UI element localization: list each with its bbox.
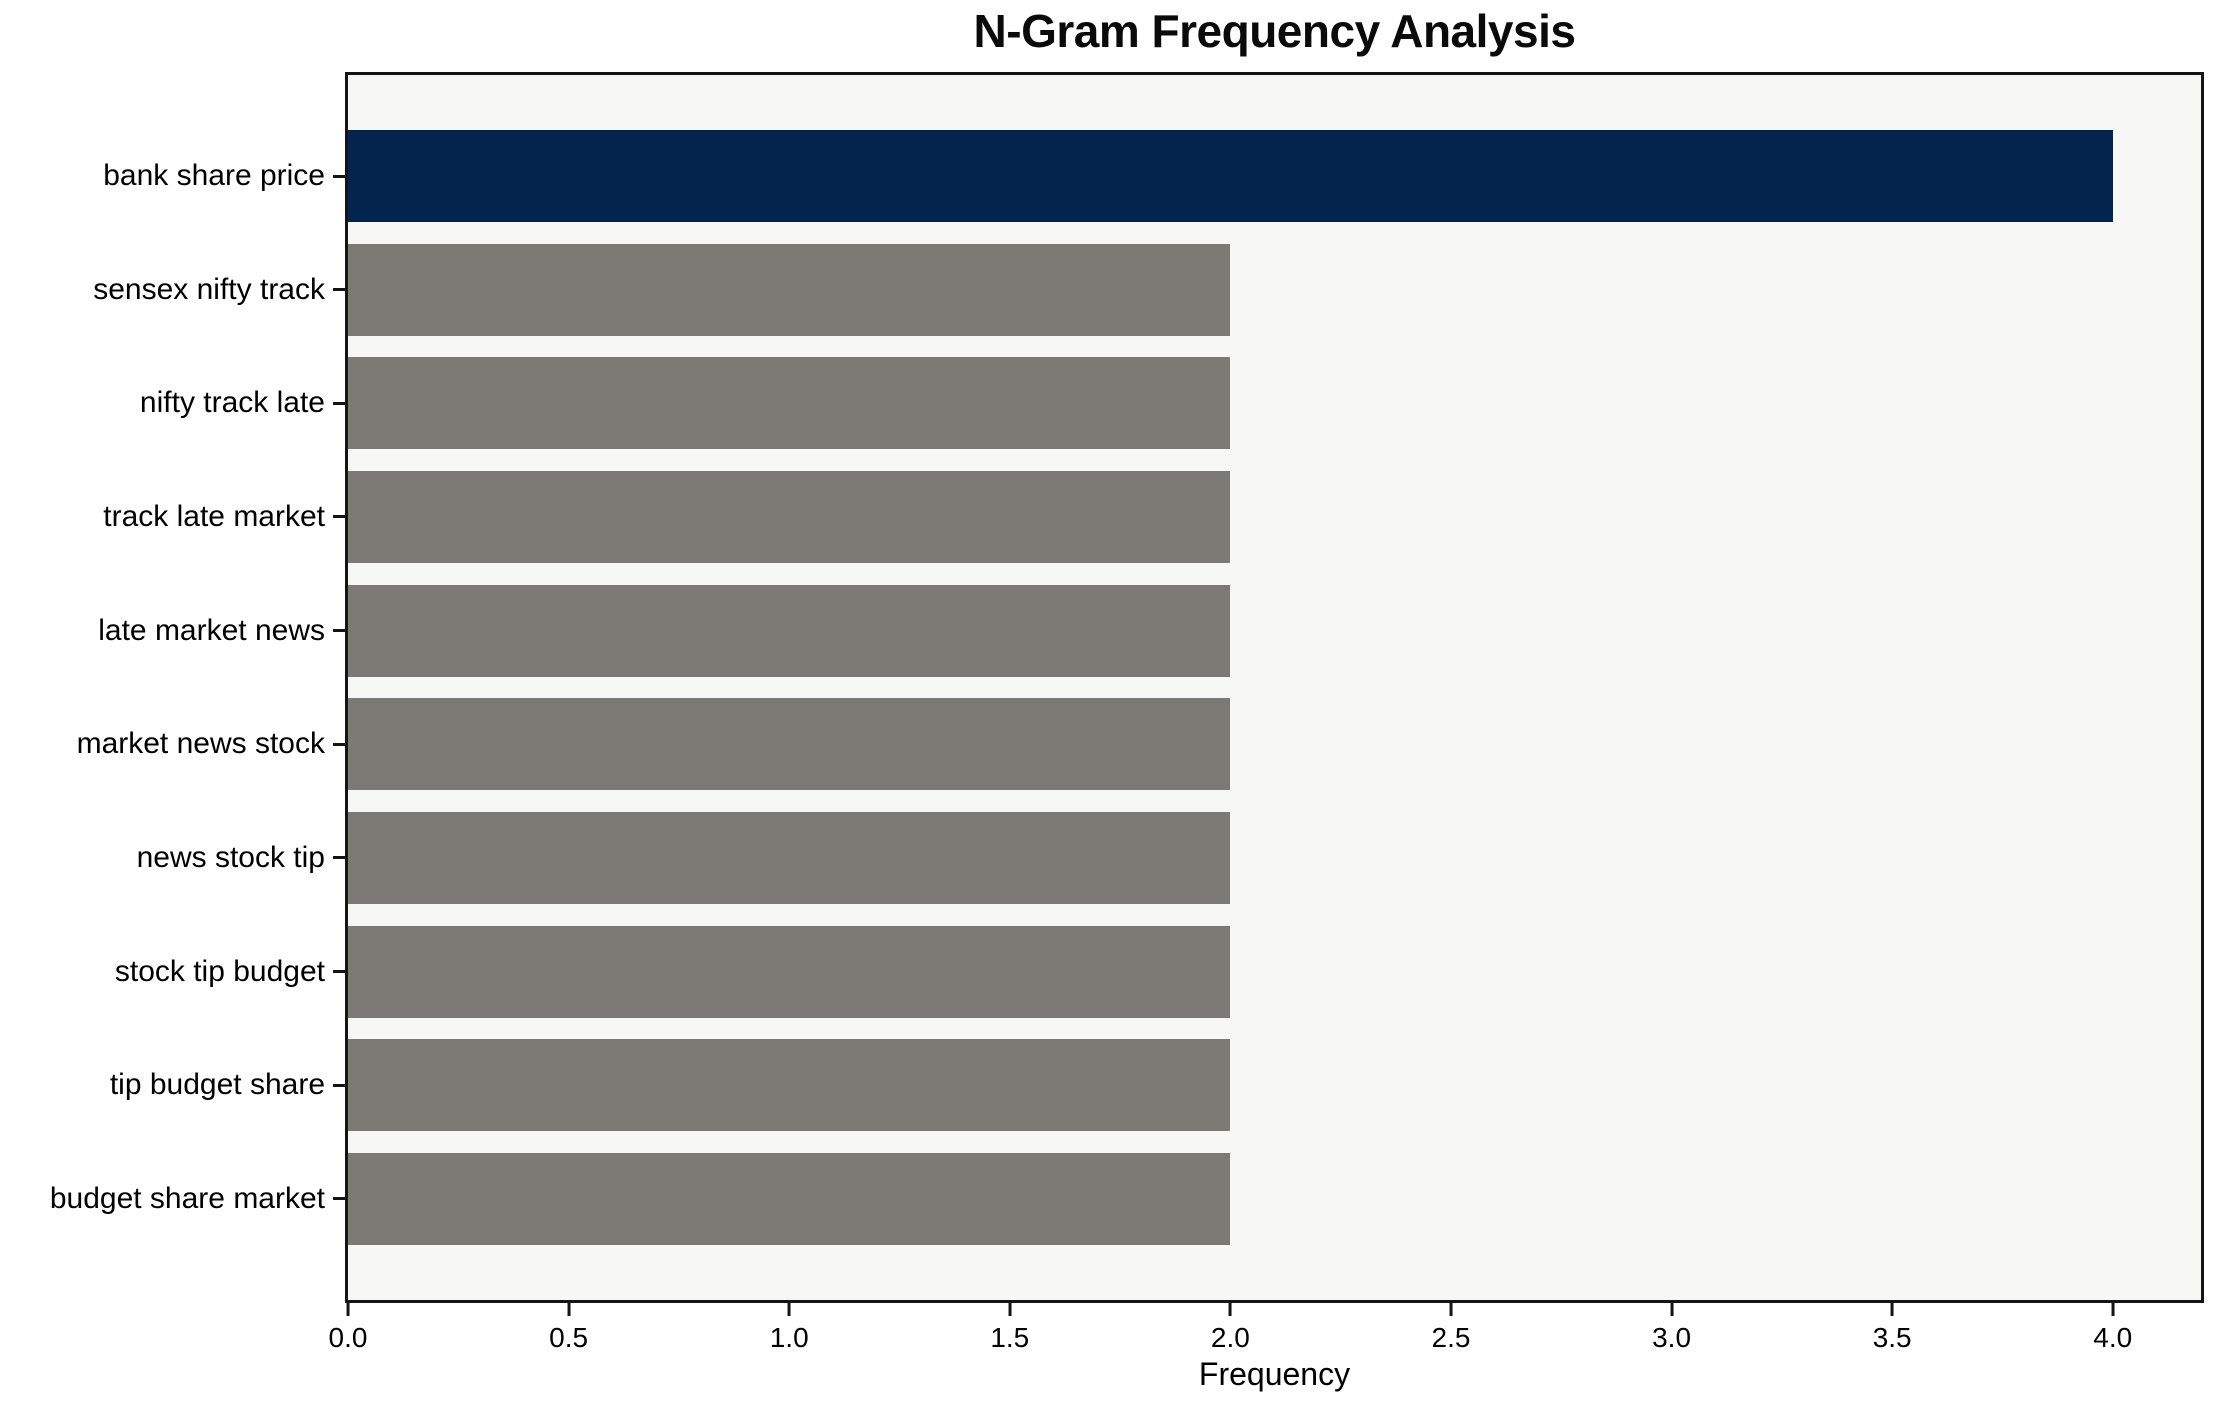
- x-tick: 2.5: [1431, 1303, 1471, 1354]
- bar: [348, 1039, 1231, 1132]
- x-tick: 1.0: [770, 1303, 809, 1354]
- x-tick: 3.5: [1873, 1303, 1912, 1354]
- bar: [348, 698, 1231, 791]
- bars-container: [348, 130, 2201, 1245]
- x-tick-label: 1.0: [769, 1322, 809, 1353]
- chart-title: N-Gram Frequency Analysis: [973, 5, 1576, 57]
- x-tick-mark: [2111, 1303, 2115, 1316]
- x-axis: 0.0 0.5 1.0 1.5 2.0 2.5 3.0 3.5 4.0: [329, 1303, 2201, 1413]
- bar: [348, 470, 1231, 563]
- y-label-row: budget share market: [0, 1153, 345, 1245]
- bar-row: [348, 1039, 2201, 1132]
- bar-row: [348, 1152, 2201, 1245]
- y-tick-mark: [333, 174, 345, 178]
- x-tick-label: 3.0: [1652, 1322, 1692, 1353]
- bar-row: [348, 698, 2201, 791]
- y-tick-label: late market news: [98, 613, 325, 647]
- x-tick-label: 2.0: [1210, 1322, 1250, 1353]
- y-tick-mark: [333, 288, 345, 292]
- x-tick-mark: [787, 1303, 791, 1316]
- x-tick: 0.5: [549, 1303, 588, 1354]
- y-tick-label: sensex nifty track: [93, 272, 325, 306]
- y-tick-label: tip budget share: [109, 1068, 325, 1102]
- bar: [348, 130, 2113, 222]
- x-tick-mark: [1670, 1303, 1674, 1316]
- y-tick-mark: [333, 401, 345, 405]
- bar: [348, 243, 1231, 336]
- bar-row: [348, 925, 2201, 1018]
- x-axis-title: Frequency: [1198, 1356, 1351, 1392]
- y-tick-mark: [333, 856, 345, 860]
- y-tick-mark: [333, 970, 345, 974]
- bar: [348, 811, 1231, 904]
- y-label-row: stock tip budget: [0, 926, 345, 1018]
- bar: [348, 1152, 1231, 1245]
- y-label-row: tip budget share: [0, 1039, 345, 1131]
- x-tick-mark: [346, 1303, 350, 1316]
- x-tick-label: 2.5: [1431, 1322, 1471, 1353]
- x-tick-mark: [1449, 1303, 1453, 1316]
- bar: [348, 925, 1231, 1018]
- y-label-row: news stock tip: [0, 812, 345, 904]
- y-tick-mark: [333, 1083, 345, 1087]
- y-label-row: market news stock: [0, 698, 345, 790]
- y-tick-mark: [333, 629, 345, 633]
- plot-area: [345, 72, 2204, 1303]
- y-tick-mark: [333, 1197, 345, 1201]
- y-label-row: bank share price: [0, 130, 345, 222]
- y-tick-label: track late market: [103, 499, 325, 533]
- bar-row: [348, 470, 2201, 563]
- y-tick-label: market news stock: [76, 727, 325, 761]
- y-label-row: late market news: [0, 585, 345, 677]
- x-tick-label: 3.5: [1872, 1322, 1912, 1353]
- y-label-row: nifty track late: [0, 357, 345, 449]
- bar-row: [348, 243, 2201, 336]
- x-tick: 0.0: [328, 1303, 368, 1354]
- y-label-row: track late market: [0, 471, 345, 563]
- x-tick-label: 4.0: [2093, 1322, 2133, 1353]
- x-tick-label: 1.5: [990, 1322, 1030, 1353]
- x-tick: 4.0: [2093, 1303, 2132, 1354]
- y-tick-mark: [333, 742, 345, 746]
- x-tick-mark: [1008, 1303, 1012, 1316]
- y-tick-mark: [333, 515, 345, 519]
- x-tick: 1.5: [990, 1303, 1029, 1354]
- y-label-row: sensex nifty track: [0, 244, 345, 336]
- bar-row: [348, 584, 2201, 677]
- y-tick-label: news stock tip: [136, 840, 325, 874]
- bar: [348, 357, 1231, 450]
- bar: [348, 584, 1231, 677]
- x-tick-mark: [567, 1303, 571, 1316]
- y-tick-label: budget share market: [49, 1181, 325, 1215]
- x-tick: 2.0: [1211, 1303, 1250, 1354]
- bar-row: [348, 811, 2201, 904]
- y-tick-label: nifty track late: [139, 386, 325, 420]
- bar-row: [348, 130, 2201, 222]
- y-tick-label: stock tip budget: [114, 954, 325, 988]
- x-tick: 3.0: [1652, 1303, 1691, 1354]
- y-tick-label: bank share price: [103, 159, 325, 192]
- x-tick-label: 0.0: [328, 1322, 368, 1353]
- y-axis-labels: bank share price sensex nifty track nifty …: [0, 72, 345, 1303]
- bar-row: [348, 357, 2201, 450]
- x-tick-mark: [1890, 1303, 1894, 1316]
- x-tick-mark: [1228, 1303, 1232, 1316]
- x-tick-label: 0.5: [549, 1322, 589, 1353]
